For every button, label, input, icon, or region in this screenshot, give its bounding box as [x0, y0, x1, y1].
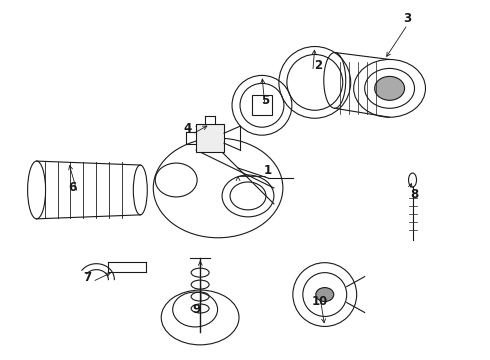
- Text: 9: 9: [192, 303, 200, 316]
- Ellipse shape: [375, 76, 405, 100]
- Text: 3: 3: [403, 12, 412, 25]
- Text: 2: 2: [314, 59, 322, 72]
- Text: 5: 5: [261, 94, 269, 107]
- Text: 6: 6: [69, 181, 76, 194]
- Bar: [196, 124, 224, 152]
- Text: 4: 4: [183, 122, 191, 135]
- Ellipse shape: [316, 288, 334, 302]
- Text: 1: 1: [264, 163, 272, 176]
- Text: 8: 8: [411, 188, 418, 202]
- Text: 10: 10: [312, 295, 328, 308]
- Bar: [252, 95, 272, 115]
- Text: 7: 7: [83, 271, 92, 284]
